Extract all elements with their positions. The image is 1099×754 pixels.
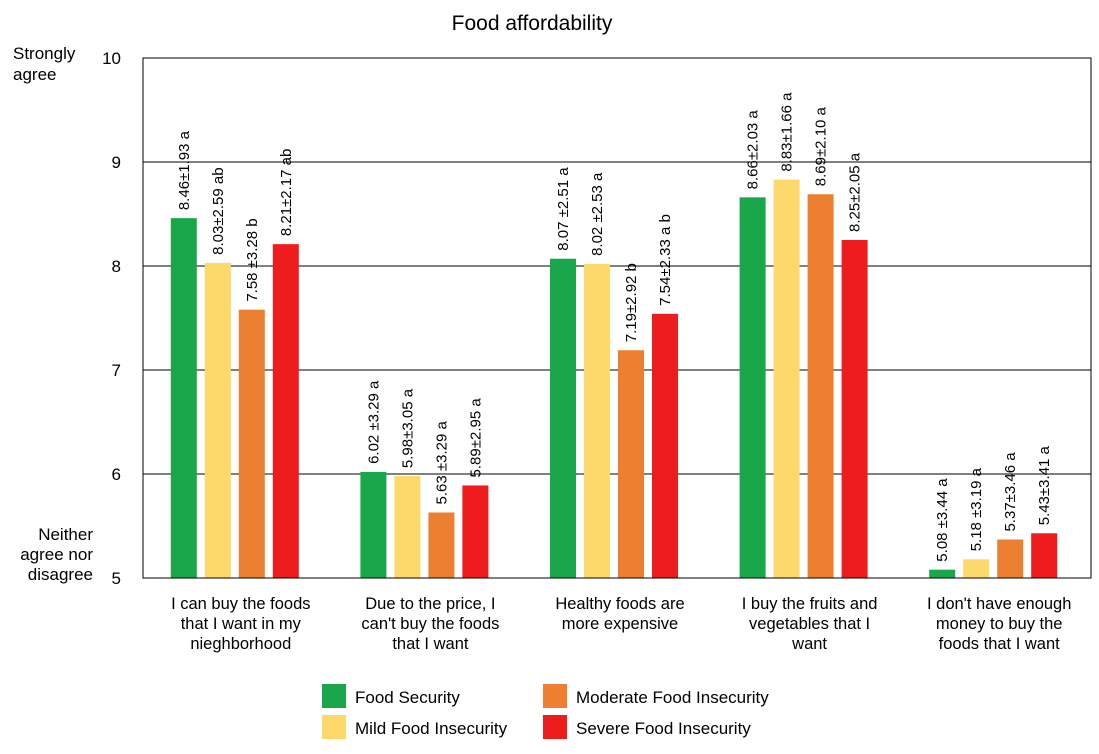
data-label: 8.25±2.05 a [847, 152, 864, 232]
bar [584, 263, 610, 578]
y-tick-label: 5 [112, 569, 121, 588]
data-label: 5.08 ±3.44 a [934, 478, 951, 562]
data-label: 5.89±2.95 a [467, 398, 484, 478]
category-label: that I want [392, 635, 469, 653]
legend: Food Security Mild Food Insecurity Moderat… [322, 684, 769, 739]
data-label: 8.69±2.10 a [813, 106, 830, 186]
data-label: 8.46±1.93 a [176, 130, 193, 210]
gridlines [143, 161, 1091, 475]
category-label: want [791, 635, 827, 653]
category-label: foods that I want [939, 635, 1060, 653]
category-labels: I can buy the foods that I want in my nieg… [171, 595, 1071, 653]
y-bottom-label: agree nor [20, 545, 93, 564]
chart-title: Food affordability [452, 12, 613, 35]
bar [773, 179, 800, 578]
category-label: Healthy foods are [555, 595, 684, 613]
legend-label: Severe Food Insecurity [576, 719, 751, 738]
data-label: 5.18 ±3.19 a [968, 467, 985, 551]
y-tick-label: 9 [112, 153, 121, 172]
data-labels: 8.46±1.93 a 6.02 ±3.29 a 8.07 ±2.51 a 8.66±… [176, 92, 1053, 562]
data-label: 8.83±1.66 a [779, 92, 796, 172]
bar [204, 262, 231, 578]
data-label: 8.02 ±2.53 a [589, 172, 606, 256]
bar [652, 313, 678, 578]
category-label: vegetables that I [749, 615, 870, 633]
data-label: 8.66±2.03 a [745, 110, 762, 190]
legend-label: Moderate Food Insecurity [576, 688, 769, 707]
legend-label: Mild Food Insecurity [355, 719, 508, 738]
y-top-label: Strongly [13, 44, 76, 63]
legend-label: Food Security [355, 688, 460, 707]
bar [841, 240, 868, 578]
data-label: 6.02 ±3.29 a [365, 380, 382, 464]
bars [170, 179, 1058, 579]
category-label: I don't have enough [927, 595, 1071, 613]
bar [1031, 533, 1058, 578]
category-label: I can buy the foods [171, 595, 310, 613]
bar [272, 244, 299, 578]
bar [238, 309, 265, 578]
data-label: 5.43±3.41 a [1036, 445, 1053, 525]
data-label: 7.54±2.33 a b [657, 214, 674, 306]
legend-swatch [322, 684, 346, 708]
bar [462, 485, 489, 578]
data-label: 7.19±2.92 b [623, 263, 640, 342]
axes: 5 6 7 8 9 10 [102, 49, 1092, 588]
category-label: can't buy the foods [361, 615, 499, 633]
bar [550, 258, 576, 578]
bar [997, 539, 1024, 578]
category-label: I buy the fruits and [742, 595, 878, 613]
y-tick-label: 6 [112, 465, 121, 484]
bar [929, 569, 956, 578]
bar [963, 559, 990, 578]
legend-swatch [543, 715, 567, 739]
legend-swatch [543, 684, 567, 708]
y-tick-label: 7 [112, 361, 121, 380]
category-label: Due to the price, I [365, 595, 495, 613]
y-tick-label: 10 [102, 49, 121, 68]
bar [170, 218, 197, 578]
category-label: more expensive [562, 615, 678, 633]
category-label: that I want in my [181, 615, 302, 633]
y-bottom-label: Neither [38, 525, 93, 544]
y-bottom-label: disagree [28, 565, 93, 584]
category-label: nieghborhood [190, 635, 291, 653]
y-top-label: agree [13, 65, 56, 84]
data-label: 8.21±2.17 ab [278, 149, 295, 236]
data-label: 5.63 ±3.29 a [433, 421, 450, 505]
data-label: 5.98±3.05 a [399, 388, 416, 468]
bar [739, 197, 766, 579]
bar [618, 350, 644, 578]
legend-swatch [322, 715, 346, 739]
bar [360, 471, 387, 578]
data-label: 5.37±3.46 a [1002, 452, 1019, 532]
bar [394, 476, 421, 578]
plot-frame [142, 57, 1092, 579]
data-label: 8.07 ±2.51 a [555, 167, 572, 251]
bar [807, 194, 834, 579]
data-label: 8.03±2.59 ab [210, 167, 227, 254]
data-label: 7.58 ±3.28 b [244, 218, 261, 301]
category-label: money to buy the [936, 615, 1063, 633]
y-tick-label: 8 [112, 257, 121, 276]
bar [428, 512, 455, 578]
